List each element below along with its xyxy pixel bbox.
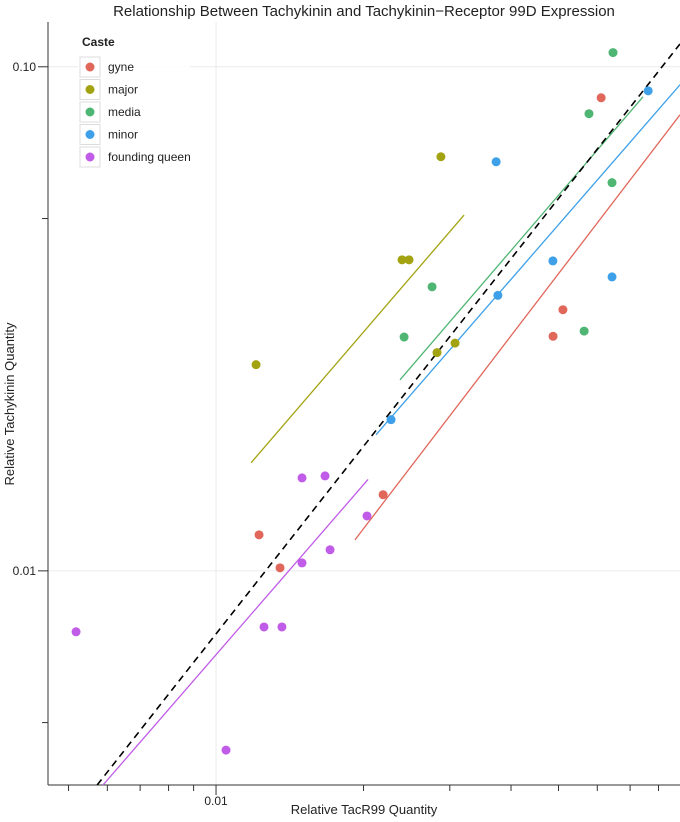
y-axis-label: Relative Tachykinin Quantity <box>2 322 17 486</box>
point <box>397 255 407 265</box>
point <box>320 471 330 481</box>
fit-line <box>354 114 680 541</box>
fit-line <box>250 214 465 464</box>
x-axis-label: Relative TacR99 Quantity <box>291 802 438 817</box>
point <box>558 305 568 315</box>
legend-marker <box>85 62 95 72</box>
point <box>404 255 414 265</box>
point <box>325 545 335 555</box>
point <box>297 558 307 568</box>
legend-marker <box>85 85 95 94</box>
point <box>221 745 231 755</box>
legend-label: major <box>108 83 138 97</box>
point <box>297 473 307 483</box>
legend-marker <box>85 107 95 117</box>
point <box>436 152 446 162</box>
legend: Caste gyne major media minor founding queen <box>78 34 191 170</box>
legend-marker <box>85 152 95 162</box>
fit-line <box>102 479 369 786</box>
point <box>277 622 287 632</box>
point <box>386 415 396 425</box>
legend-title: Caste <box>82 35 115 49</box>
point <box>251 360 261 370</box>
point <box>378 490 388 500</box>
point <box>596 93 606 103</box>
y-tick-label: 0.01 <box>13 564 37 578</box>
point <box>362 511 372 521</box>
point <box>607 178 617 188</box>
point <box>491 157 501 167</box>
reference-line <box>96 43 680 786</box>
fit-line <box>399 96 644 381</box>
point <box>432 348 442 358</box>
legend-marker <box>85 130 95 139</box>
legend-label: founding queen <box>108 150 191 164</box>
point <box>450 338 460 348</box>
point <box>71 627 81 637</box>
legend-label: minor <box>108 128 138 142</box>
point <box>548 331 558 341</box>
point <box>275 563 285 573</box>
y-tick-label: 0.10 <box>13 60 37 74</box>
point <box>607 272 617 282</box>
legend-label: media <box>108 105 141 119</box>
point <box>493 290 503 300</box>
point <box>579 326 589 336</box>
point <box>608 48 618 58</box>
point <box>427 282 437 292</box>
point <box>548 256 558 266</box>
x-tick-label: 0.01 <box>204 794 228 808</box>
point <box>584 109 594 119</box>
point <box>254 530 264 540</box>
fit-line <box>375 84 680 436</box>
point <box>399 332 409 342</box>
point <box>643 86 653 96</box>
point <box>259 622 269 632</box>
legend-label: gyne <box>108 60 134 74</box>
chart-title: Relationship Between Tachykinin and Tach… <box>113 3 615 20</box>
